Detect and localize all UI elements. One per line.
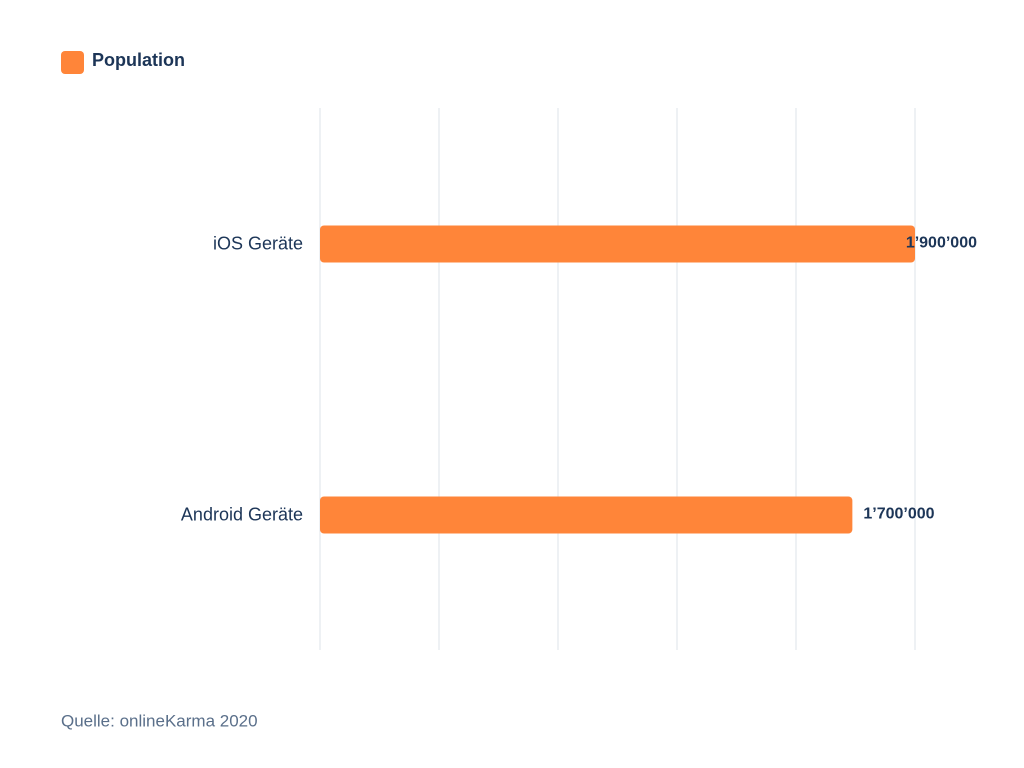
source-note: Quelle: onlineKarma 2020: [61, 711, 258, 730]
legend-swatch: [61, 51, 84, 74]
bar: [320, 496, 853, 534]
y-tick-label: iOS Geräte: [213, 233, 303, 253]
y-tick-label: Android Geräte: [181, 504, 303, 524]
value-label: 1’900’000: [906, 235, 977, 252]
bar: [320, 225, 915, 263]
value-label: 1’700’000: [863, 506, 934, 523]
legend-label: Population: [92, 50, 185, 70]
